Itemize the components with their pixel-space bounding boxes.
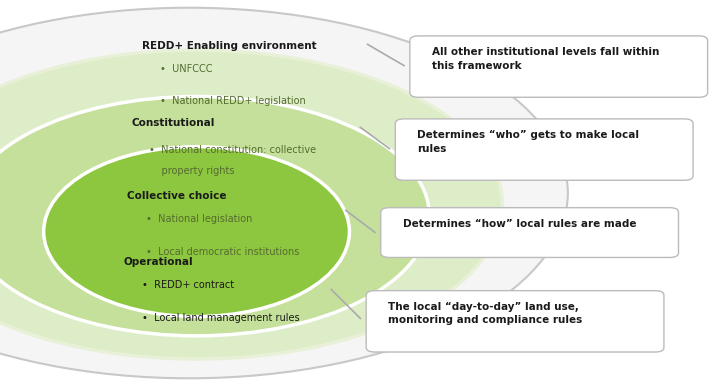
Text: •  National constitution: collective: • National constitution: collective (149, 145, 317, 155)
Ellipse shape (0, 96, 430, 336)
Text: All other institutional levels fall within
this framework: All other institutional levels fall with… (432, 47, 659, 71)
Text: •  National REDD+ legislation: • National REDD+ legislation (160, 96, 306, 107)
FancyBboxPatch shape (395, 119, 693, 180)
Text: •  UNFCCC: • UNFCCC (160, 64, 213, 74)
FancyBboxPatch shape (410, 36, 708, 97)
Text: The local “day-to-day” land use,
monitoring and compliance rules: The local “day-to-day” land use, monitor… (388, 302, 582, 325)
Text: Determines “who” gets to make local
rules: Determines “who” gets to make local rule… (417, 130, 639, 154)
Text: •  Local land management rules: • Local land management rules (142, 313, 300, 323)
Text: •  National legislation: • National legislation (146, 214, 252, 224)
Text: Constitutional: Constitutional (131, 118, 215, 128)
Text: REDD+ Enabling environment: REDD+ Enabling environment (142, 41, 317, 51)
Text: Operational: Operational (124, 257, 194, 267)
Text: •  REDD+ contract: • REDD+ contract (142, 280, 234, 290)
Ellipse shape (44, 147, 349, 317)
Ellipse shape (0, 8, 568, 378)
FancyBboxPatch shape (381, 208, 678, 257)
Ellipse shape (0, 50, 502, 359)
Text: •  Local democratic institutions: • Local democratic institutions (146, 247, 299, 257)
Text: Collective choice: Collective choice (127, 191, 227, 201)
FancyBboxPatch shape (366, 291, 664, 352)
Text: property rights: property rights (149, 166, 234, 176)
Text: Determines “how” local rules are made: Determines “how” local rules are made (403, 219, 636, 229)
